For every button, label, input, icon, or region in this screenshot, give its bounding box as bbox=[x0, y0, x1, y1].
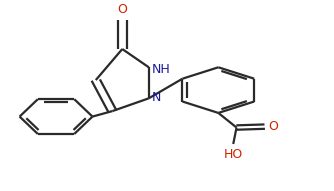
Text: NH: NH bbox=[152, 63, 171, 76]
Text: N: N bbox=[152, 91, 161, 104]
Text: O: O bbox=[117, 3, 127, 16]
Text: HO: HO bbox=[224, 148, 243, 161]
Text: O: O bbox=[269, 120, 279, 133]
